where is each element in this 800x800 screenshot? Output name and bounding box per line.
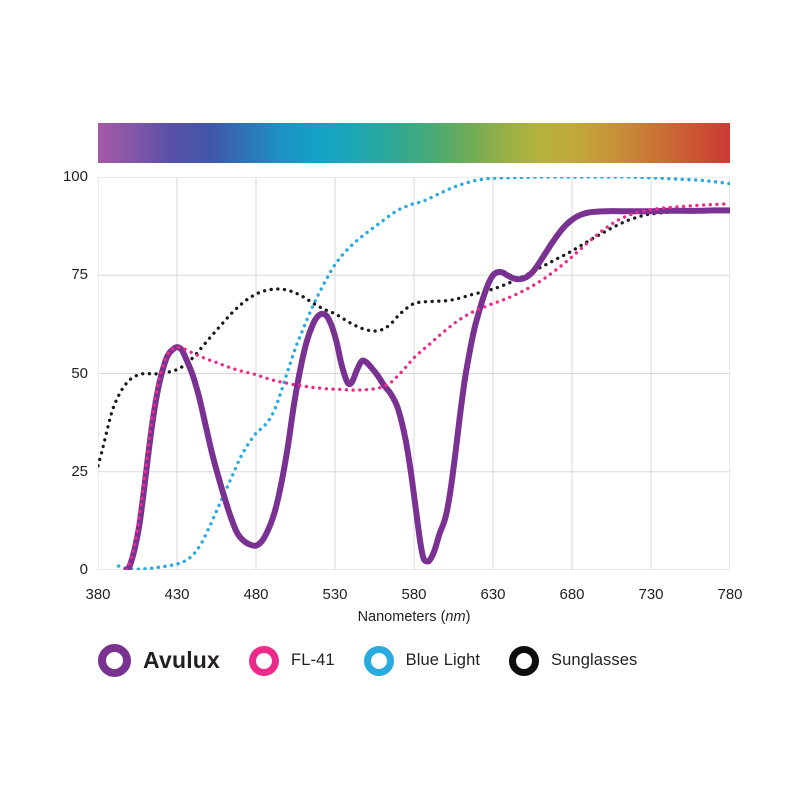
transmission-chart	[98, 177, 730, 570]
legend-item-blue-light: Blue Light	[363, 645, 481, 676]
legend: Avulux FL-41 Blue Light Sunglasses	[98, 644, 637, 677]
legend-item-label: Sunglasses	[551, 651, 638, 669]
legend-item-label: Blue Light	[405, 651, 481, 669]
y-axis-tick-label: 100	[62, 168, 88, 185]
x-axis-title-suffix: )	[465, 609, 471, 625]
legend-ring-icon	[509, 645, 540, 676]
series-blue-light-line	[116, 177, 730, 570]
series-avulux-line	[123, 207, 730, 570]
x-axis-tick-label: 430	[164, 586, 190, 603]
x-axis-title-unit: nm	[445, 609, 466, 625]
legend-ring-icon	[249, 645, 280, 676]
series-sunglasses-line	[98, 209, 730, 468]
x-axis-tick-label: 380	[85, 586, 111, 603]
y-axis-tick-label: 0	[79, 561, 88, 578]
x-axis-title-prefix: Nanometers (	[357, 609, 446, 625]
x-axis-tick-label: 730	[638, 586, 664, 603]
legend-item-fl-41: FL-41	[249, 645, 335, 676]
legend-ring-icon	[363, 645, 394, 676]
x-axis-title: Nanometers (nm)	[98, 609, 730, 625]
y-axis-tick-label: 25	[71, 462, 88, 480]
x-axis-tick-label: 630	[480, 586, 506, 603]
x-axis-tick-label: 480	[243, 586, 269, 603]
legend-item-sunglasses: Sunglasses	[509, 645, 638, 676]
legend-ring-icon	[98, 644, 131, 677]
legend-item-label: Avulux	[143, 647, 221, 673]
x-axis-tick-label: 780	[717, 586, 743, 603]
y-axis-tick-label: 50	[71, 364, 88, 382]
legend-item-avulux: Avulux	[98, 644, 220, 677]
legend-item-label: FL-41	[291, 651, 335, 669]
series-fl-41-line	[124, 202, 730, 570]
x-axis-tick-label: 580	[401, 586, 427, 603]
y-axis-tick-label: 75	[71, 266, 88, 284]
x-axis-tick-label: 530	[322, 586, 348, 603]
x-axis-tick-label: 680	[559, 586, 585, 603]
chart-svg	[98, 177, 730, 570]
spectrum-gradient-bar	[98, 123, 730, 163]
